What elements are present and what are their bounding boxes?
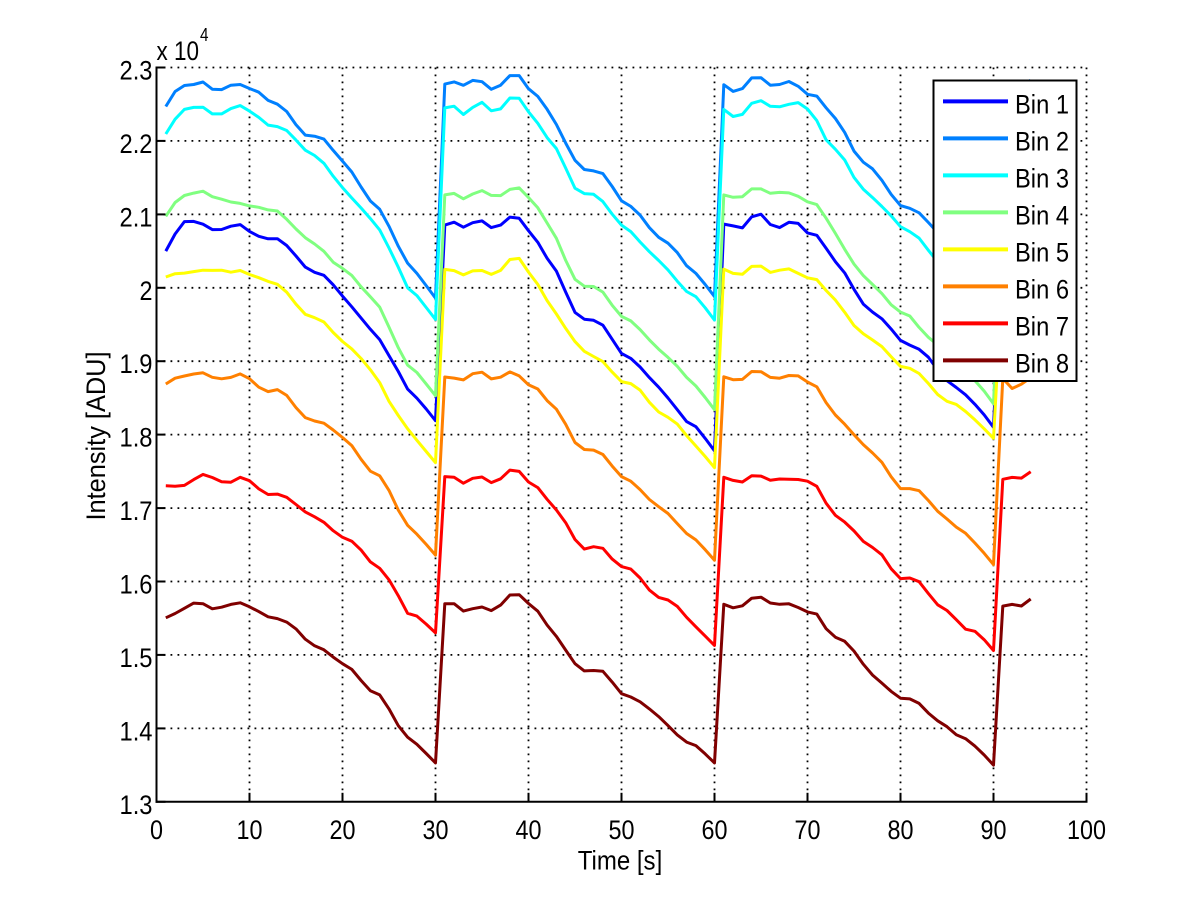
svg-text:1.3: 1.3 xyxy=(120,790,153,820)
svg-text:1.9: 1.9 xyxy=(120,349,153,379)
svg-text:Bin 4: Bin 4 xyxy=(1015,200,1069,230)
svg-text:Bin 8: Bin 8 xyxy=(1015,348,1069,378)
svg-text:Bin 2: Bin 2 xyxy=(1015,126,1069,156)
svg-text:1.7: 1.7 xyxy=(120,496,153,526)
svg-text:Time [s]: Time [s] xyxy=(578,846,663,876)
svg-text:70: 70 xyxy=(795,815,821,845)
svg-text:80: 80 xyxy=(888,815,914,845)
svg-text:1.4: 1.4 xyxy=(120,716,153,746)
svg-text:50: 50 xyxy=(609,815,635,845)
svg-text:Bin 7: Bin 7 xyxy=(1015,311,1069,341)
svg-text:2.1: 2.1 xyxy=(120,202,153,232)
svg-text:100: 100 xyxy=(1067,815,1106,845)
svg-text:Bin 1: Bin 1 xyxy=(1015,89,1069,119)
svg-text:4: 4 xyxy=(200,25,209,45)
svg-text:90: 90 xyxy=(981,815,1007,845)
svg-text:1.8: 1.8 xyxy=(120,423,153,453)
svg-text:x 10: x 10 xyxy=(157,36,200,66)
svg-text:40: 40 xyxy=(516,815,542,845)
svg-text:Bin 3: Bin 3 xyxy=(1015,163,1069,193)
svg-text:2.2: 2.2 xyxy=(120,129,153,159)
svg-text:Bin 5: Bin 5 xyxy=(1015,237,1069,267)
svg-text:30: 30 xyxy=(423,815,449,845)
svg-text:20: 20 xyxy=(330,815,356,845)
svg-text:1.6: 1.6 xyxy=(120,570,153,600)
svg-text:2: 2 xyxy=(140,276,153,306)
svg-text:60: 60 xyxy=(702,815,728,845)
svg-text:2.3: 2.3 xyxy=(120,56,153,86)
svg-text:Bin 6: Bin 6 xyxy=(1015,274,1069,304)
svg-text:1.5: 1.5 xyxy=(120,643,153,673)
svg-text:0: 0 xyxy=(150,815,163,845)
svg-text:10: 10 xyxy=(237,815,263,845)
svg-text:Intensity [ADU]: Intensity [ADU] xyxy=(81,352,111,521)
